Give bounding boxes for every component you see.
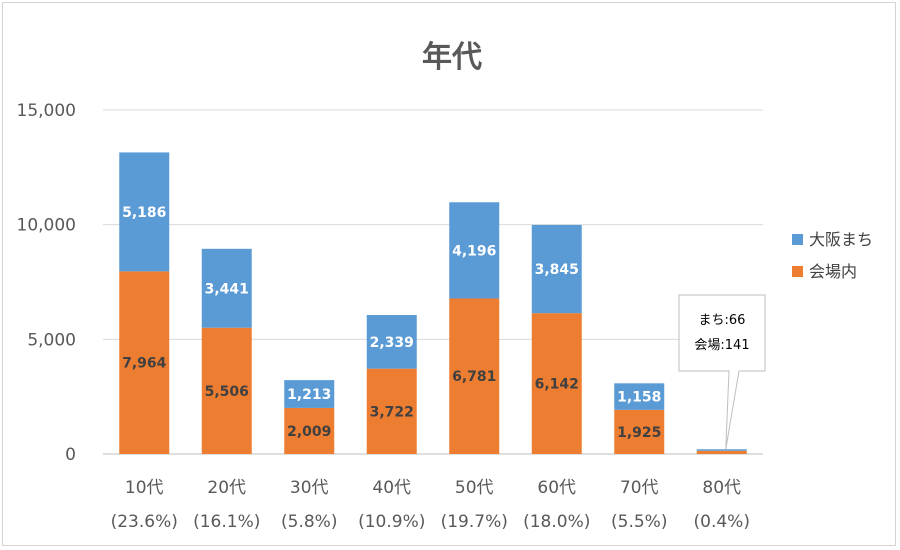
bar-segment [366,315,417,369]
y-axis: 0 5,000 10,000 15,000 [17,101,76,465]
x-tick-label: 20代 [207,478,246,498]
x-tick-share: (18.0%) [523,512,590,532]
data-label: 5,186 [122,205,166,221]
x-tick-label: 40代 [372,478,411,498]
data-label: 1,213 [287,387,331,403]
x-tick-share: (0.4%) [694,512,750,532]
bar-segment [119,152,170,272]
x-tick-share: (10.9%) [358,512,425,532]
bar-segment [614,383,665,410]
callout-box [678,294,766,450]
data-label: 1,925 [617,425,661,441]
bar-segment [201,327,252,454]
data-label: 3,845 [535,262,579,278]
data-label: 2,009 [287,424,331,440]
bar-segment [201,248,252,328]
legend-label: 大阪まち [809,230,873,249]
x-tick-share: (5.8%) [281,512,337,532]
bar-segment [284,407,335,454]
x-tick-share: (23.6%) [111,512,178,532]
x-tick-label: 10代 [125,478,164,498]
legend-label: 会場内 [809,262,857,281]
data-label: 2,339 [370,335,414,351]
data-label: 6,781 [452,369,496,385]
callout-line: まち:66 [699,313,746,328]
data-label: 4,196 [452,243,496,259]
x-tick-label: 60代 [537,478,576,498]
x-tick-share: (16.1%) [193,512,260,532]
x-tick-share: (19.7%) [441,512,508,532]
bar-segment [531,313,582,454]
callout: まち:66 会場:141 [678,294,766,450]
bar-segment [449,298,500,454]
data-label: 3,441 [205,281,249,297]
x-tick-label: 50代 [455,478,494,498]
y-tick-label: 15,000 [17,101,76,121]
callout-line: 会場:141 [694,338,749,353]
chart-title: 年代 [422,40,482,75]
data-label: 3,722 [370,404,414,420]
bars: 7,964 5,186 5,506 3,441 2,009 1,213 3,722 2,339… [119,152,747,454]
bar-segment [614,409,665,454]
y-tick-label: 0 [65,445,76,465]
bar-segment [449,202,500,299]
y-tick-label: 10,000 [17,216,76,236]
bar-segment [696,450,747,454]
bar-segment [531,224,582,314]
legend-swatch [792,234,803,245]
x-tick-label: 70代 [620,478,659,498]
bar-segment [696,449,747,451]
bar-segment [119,271,170,454]
data-label: 5,506 [205,384,249,400]
data-label: 6,142 [535,377,579,393]
bar-segment [366,368,417,454]
y-tick-label: 5,000 [27,330,76,350]
x-axis: 10代 (23.6%) 20代 (16.1%) 30代 (5.8%) 40代 (10.9%) 5… [111,478,750,532]
data-label: 1,158 [617,390,661,406]
x-tick-label: 30代 [290,478,329,498]
data-label: 7,964 [122,356,167,372]
legend-swatch [792,266,803,277]
bar-segment [284,380,335,408]
stacked-bar-chart: 年代 0 5,000 10,000 15,000 7,964 5,186 5,506 3,4… [17,40,874,532]
x-tick-share: (5.5%) [611,512,667,532]
x-tick-label: 80代 [702,478,741,498]
